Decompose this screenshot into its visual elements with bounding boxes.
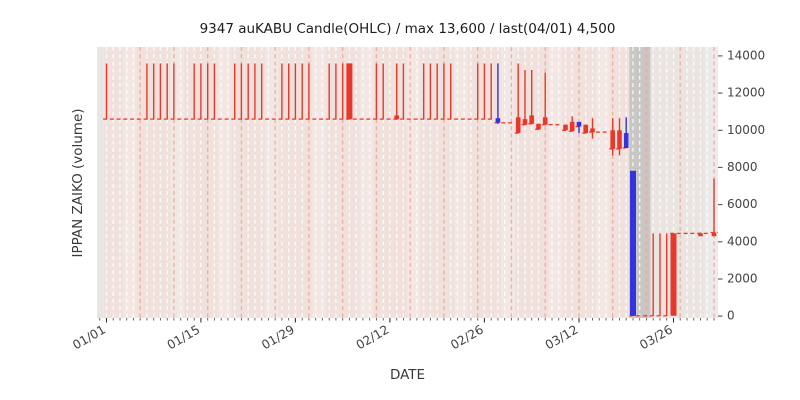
svg-text:10000: 10000 — [727, 123, 765, 137]
svg-text:12000: 12000 — [727, 86, 765, 100]
svg-text:01/01: 01/01 — [70, 322, 108, 352]
y-axis-ticks: 0 2000 4000 6000 8000 10000 12000 14000 — [718, 48, 765, 323]
candle — [576, 121, 582, 134]
x-tick-labels: 01/01 01/15 01/29 02/12 02/26 03/12 03/26 — [70, 322, 675, 352]
svg-text:02/26: 02/26 — [448, 322, 486, 352]
svg-text:02/12: 02/12 — [354, 322, 392, 352]
candle — [583, 124, 588, 134]
svg-text:0: 0 — [727, 309, 735, 323]
svg-text:4000: 4000 — [727, 234, 758, 248]
candle — [610, 118, 615, 156]
candle — [711, 178, 717, 237]
candle — [495, 63, 501, 124]
svg-text:01/29: 01/29 — [259, 322, 297, 352]
candle — [670, 233, 677, 316]
svg-text:03/12: 03/12 — [543, 322, 581, 352]
candles — [105, 63, 717, 316]
candle — [536, 123, 541, 130]
x-axis-ticks — [99, 318, 715, 323]
svg-text:6000: 6000 — [727, 197, 758, 211]
svg-text:01/15: 01/15 — [165, 322, 203, 352]
background-bands — [97, 47, 718, 318]
candle — [617, 118, 622, 156]
candle — [569, 116, 575, 132]
svg-text:03/26: 03/26 — [637, 322, 675, 352]
candle — [623, 117, 629, 148]
candle — [522, 69, 528, 125]
chart-title: 9347 auKABU Candle(OHLC) / max 13,600 / … — [199, 21, 616, 37]
candle — [563, 124, 568, 131]
candle — [698, 232, 703, 237]
candle — [515, 63, 521, 134]
candle — [529, 69, 534, 124]
y-axis-label: IPPAN ZAIKO (volume) — [70, 108, 86, 258]
svg-text:14000: 14000 — [727, 48, 765, 62]
x-axis-label: DATE — [389, 367, 426, 383]
svg-text:2000: 2000 — [727, 272, 758, 286]
candle — [630, 170, 636, 316]
candle — [542, 72, 548, 125]
candle — [394, 63, 399, 120]
svg-text:8000: 8000 — [727, 160, 758, 174]
candle — [346, 63, 353, 120]
candle — [590, 118, 595, 139]
